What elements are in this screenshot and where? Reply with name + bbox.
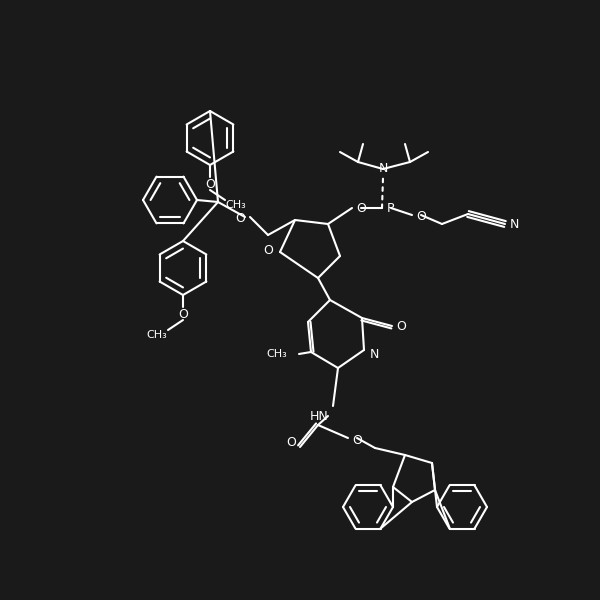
- Text: N: N: [379, 163, 388, 175]
- Text: CH₃: CH₃: [146, 330, 167, 340]
- Text: N: N: [509, 218, 518, 232]
- Text: O: O: [205, 179, 215, 191]
- Text: HN: HN: [310, 409, 328, 422]
- Text: O: O: [356, 202, 366, 215]
- Text: P: P: [387, 202, 395, 215]
- Text: O: O: [235, 211, 245, 224]
- Text: O: O: [263, 244, 273, 257]
- Text: N: N: [370, 347, 379, 361]
- Text: CH₃: CH₃: [266, 349, 287, 359]
- Text: CH₃: CH₃: [226, 200, 247, 210]
- Text: O: O: [178, 308, 188, 322]
- Text: O: O: [396, 320, 406, 334]
- Text: O: O: [416, 211, 426, 223]
- Text: O: O: [352, 433, 362, 446]
- Text: O: O: [286, 436, 296, 449]
